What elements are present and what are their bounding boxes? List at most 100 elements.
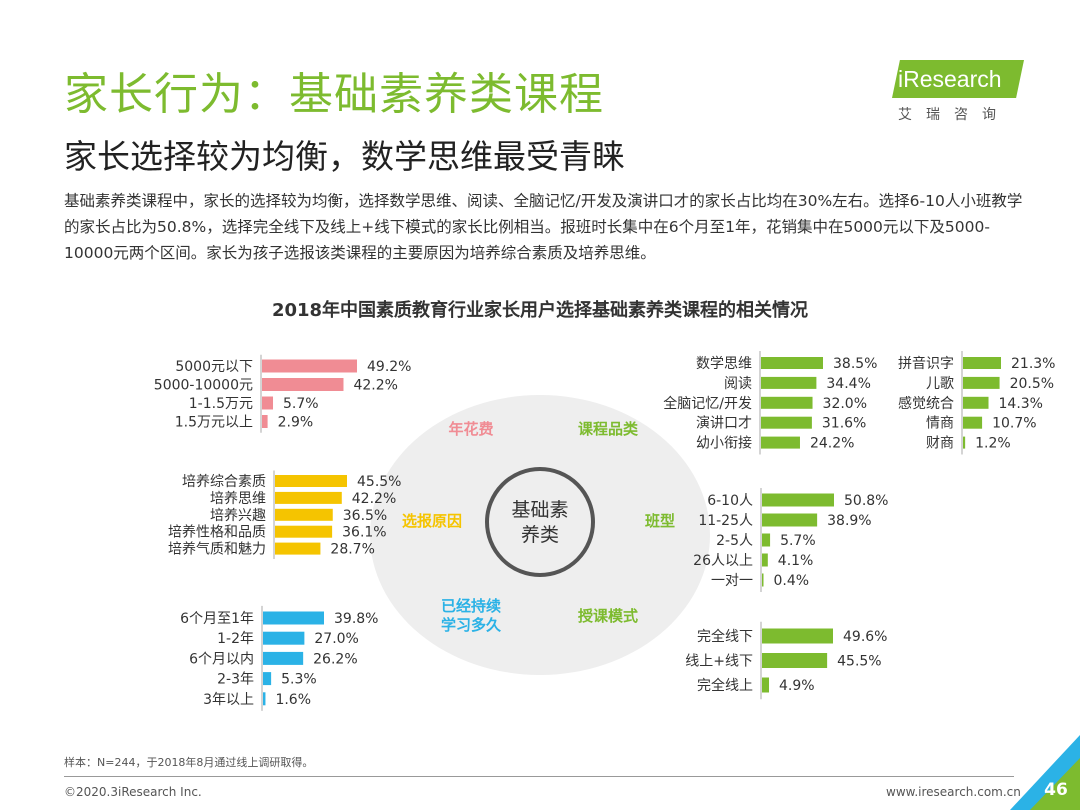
category-label-reason-1: 培养思维 — [210, 491, 266, 507]
bar-class-3 — [762, 553, 768, 567]
center-circle-background — [370, 395, 710, 675]
category-label-reason-0: 培养综合素质 — [182, 474, 266, 490]
value-label-reason-0: 45.5% — [357, 474, 401, 490]
category-label-reason-4: 培养气质和魅力 — [168, 542, 266, 558]
bar-mode-2 — [762, 677, 770, 693]
value-label-category1-2: 32.0% — [823, 396, 867, 412]
bar-reason-3 — [275, 525, 333, 538]
value-label-class-4: 0.4% — [774, 573, 810, 589]
category-label-category1-4: 幼小衔接 — [696, 435, 752, 452]
category-label-class-2: 2-5人 — [716, 533, 753, 549]
bar-mode-1 — [762, 653, 828, 668]
bar-category2-0 — [963, 357, 1001, 369]
value-label-duration-4: 1.6% — [275, 692, 311, 708]
category-label-category1-0: 数学思维 — [696, 356, 752, 372]
category-label-mode-2: 完全线上 — [697, 677, 753, 694]
value-label-category2-0: 21.3% — [1011, 356, 1055, 372]
value-label-duration-0: 39.8% — [334, 611, 378, 627]
logo-text: iResearch — [898, 66, 1002, 92]
category-label-category2-2: 感觉统合 — [898, 395, 954, 412]
bar-spend-2 — [262, 396, 274, 410]
value-label-category1-1: 34.4% — [826, 376, 870, 392]
bar-class-2 — [762, 533, 771, 547]
center-label-line1: 基础素 — [511, 499, 568, 521]
bar-category1-3 — [761, 416, 812, 429]
bar-category2-4 — [963, 436, 966, 449]
page-subtitle: 家长选择较为均衡，数学思维最受青睐 — [64, 137, 625, 176]
intro-paragraph: 基础素养类课程中，家长的选择较为均衡，选择数学思维、阅读、全脑记忆/开发及演讲口… — [64, 192, 1023, 262]
bar-spend-3 — [262, 415, 268, 428]
bar-mode-0 — [762, 628, 833, 644]
value-label-reason-4: 28.7% — [330, 542, 374, 558]
category-label-mode-1: 线上+线下 — [685, 654, 753, 670]
value-label-spend-2: 5.7% — [283, 396, 319, 412]
ring-label-duration-line2: 学习多久 — [441, 616, 502, 634]
category-label-category2-1: 儿歌 — [926, 376, 954, 392]
category-label-category2-4: 财商 — [926, 436, 954, 452]
bar-category1-1 — [761, 376, 817, 389]
bar-reason-0 — [275, 475, 347, 487]
category-label-category1-1: 阅读 — [724, 375, 752, 392]
bar-spend-1 — [262, 378, 344, 391]
bar-reason-2 — [275, 508, 333, 521]
bar-class-0 — [762, 493, 834, 507]
category-label-spend-2: 1-1.5万元 — [189, 396, 253, 412]
bar-class-4 — [762, 573, 764, 587]
value-label-duration-2: 26.2% — [313, 651, 357, 667]
bar-class-1 — [762, 513, 818, 527]
value-label-category1-4: 24.2% — [810, 436, 854, 452]
bar-reason-1 — [275, 491, 342, 504]
value-label-class-0: 50.8% — [844, 493, 888, 509]
category-label-spend-3: 1.5万元以上 — [175, 415, 253, 431]
value-label-reason-2: 36.5% — [343, 508, 387, 524]
value-label-duration-3: 5.3% — [281, 672, 317, 688]
page-title: 家长行为：基础素养类课程 — [64, 69, 604, 120]
bar-category2-1 — [963, 376, 1000, 389]
value-label-category2-1: 20.5% — [1010, 376, 1054, 392]
category-label-duration-0: 6个月至1年 — [180, 611, 254, 627]
value-label-mode-0: 49.6% — [843, 629, 887, 645]
bar-category1-2 — [761, 396, 813, 409]
bar-category2-2 — [963, 396, 989, 409]
bar-category2-3 — [963, 416, 983, 429]
category-label-category2-0: 拼音识字 — [898, 355, 954, 372]
category-label-duration-4: 3年以上 — [203, 692, 254, 708]
value-label-category2-2: 14.3% — [999, 396, 1043, 412]
sample-footnote: 样本：N=244，于2018年8月通过线上调研取得。 — [64, 756, 314, 769]
bar-reason-4 — [275, 542, 321, 555]
chart-title: 2018年中国素质教育行业家长用户选择基础素养类课程的相关情况 — [271, 300, 809, 321]
ring-label-spend: 年花费 — [448, 420, 493, 438]
website-link[interactable]: www.iresearch.com.cn — [886, 785, 1021, 799]
category-label-class-3: 26人以上 — [693, 553, 753, 569]
ring-label-category: 课程品类 — [578, 420, 639, 438]
bar-category1-0 — [761, 357, 823, 369]
category-label-spend-1: 5000-10000元 — [154, 378, 253, 394]
value-label-mode-1: 45.5% — [837, 654, 881, 670]
bar-duration-3 — [263, 672, 272, 686]
category-label-reason-2: 培养兴趣 — [210, 508, 266, 524]
logo-band — [892, 60, 1024, 98]
bar-duration-1 — [263, 631, 305, 645]
center-ring — [485, 467, 595, 577]
category-label-category1-2: 全脑记忆/开发 — [663, 395, 752, 412]
category-label-duration-1: 1-2年 — [217, 631, 254, 647]
page-number: 46 — [1044, 780, 1068, 800]
category-label-class-0: 6-10人 — [707, 493, 753, 509]
value-label-spend-1: 42.2% — [353, 378, 397, 394]
ring-label-mode: 授课模式 — [578, 607, 638, 625]
value-label-class-3: 4.1% — [778, 553, 814, 569]
value-label-category1-3: 31.6% — [822, 416, 866, 432]
category-label-duration-3: 2-3年 — [217, 672, 254, 688]
value-label-duration-1: 27.0% — [314, 631, 358, 647]
value-label-category2-4: 1.2% — [975, 436, 1011, 452]
category-label-reason-3: 培养性格和品质 — [168, 525, 266, 541]
center-label-line2: 养类 — [521, 524, 559, 546]
copyright-text: ©2020.3iResearch Inc. — [64, 785, 202, 799]
footer-divider — [64, 776, 1014, 777]
category-label-category2-3: 情商 — [926, 416, 954, 432]
category-label-class-4: 一对一 — [711, 573, 753, 589]
category-label-category1-3: 演讲口才 — [696, 416, 752, 432]
iresearch-logo: iResearch 艾瑞咨询 — [890, 58, 1030, 128]
bar-duration-2 — [263, 651, 304, 665]
